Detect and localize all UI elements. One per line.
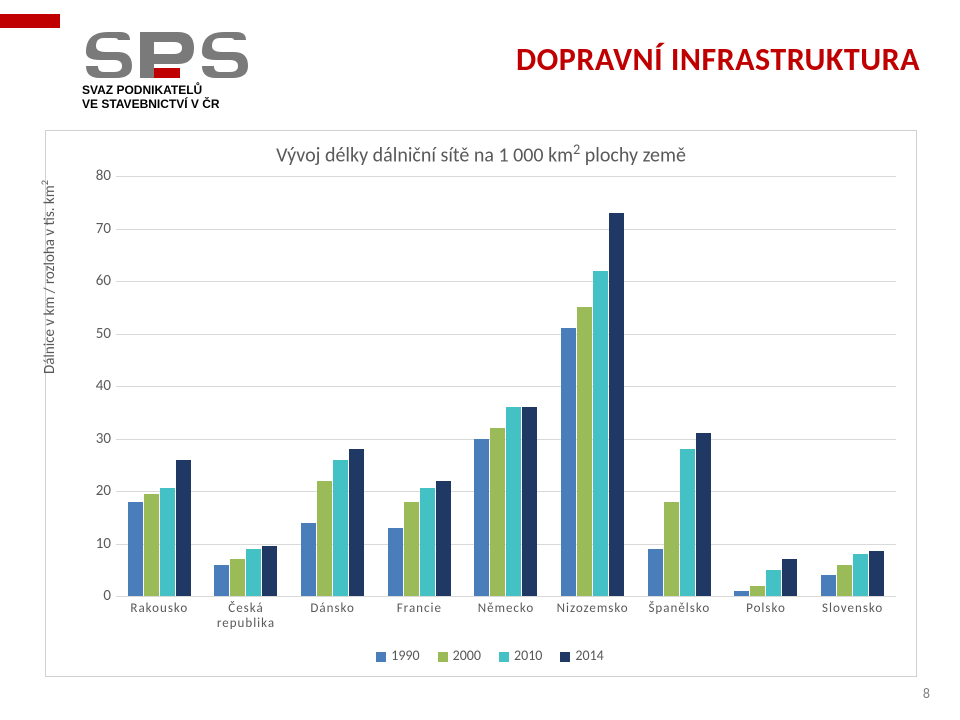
bar [388,528,403,596]
bar [420,488,435,596]
bar-group: Dánsko [289,449,376,596]
bar-group: Slovensko [809,551,896,596]
svg-text:VE STAVEBNICTVÍ V ČR: VE STAVEBNICTVÍ V ČR [82,96,220,111]
ytick-label: 50 [81,325,111,343]
bar [766,570,781,596]
bar [230,559,245,596]
legend-label: 2000 [453,647,481,664]
bar [301,523,316,597]
gridline [116,176,896,177]
gridline [116,386,896,387]
x-category-label: Nizozemsko [549,602,636,617]
bar [869,551,884,596]
ytick-label: 0 [81,587,111,605]
x-category-label: Německo [463,602,550,617]
x-category-label: Polsko [723,602,810,617]
x-category-label: Dánsko [289,602,376,617]
bar [160,488,175,596]
bar-group: Španělsko [636,433,723,596]
bar [750,586,765,597]
legend-swatch [499,652,509,662]
legend-label: 1990 [391,647,419,664]
logo: SVAZ PODNIKATELŮ VE STAVEBNICTVÍ V ČR [78,22,308,117]
bar [664,502,679,597]
bar-group: Nizozemsko [549,213,636,596]
chart-title: Vývoj délky dálniční sítě na 1 000 km2 p… [46,141,916,168]
legend-swatch [376,652,386,662]
bar [609,213,624,596]
bar [317,481,332,597]
bar [490,428,505,596]
bar [680,449,695,596]
legend-label: 2010 [514,647,542,664]
bar [734,591,749,596]
legend-label: 2014 [575,647,603,664]
accent-bar [0,14,60,28]
bar [404,502,419,597]
gridline [116,229,896,230]
gridline [116,334,896,335]
bar [333,460,348,597]
bar [128,502,143,597]
bar [648,549,663,596]
bar [821,575,836,596]
bar-group: Německo [463,407,550,596]
plot-area: 01020304050607080RakouskoČeskárepublikaD… [116,176,896,596]
bar-group: Českárepublika [203,546,290,596]
bar [506,407,521,596]
y-axis-label: Dálnice v km / rozloha v tis. km2 [38,179,59,373]
bar [214,565,229,597]
ytick-label: 20 [81,482,111,500]
bar [561,328,576,596]
x-category-label: Španělsko [636,602,723,617]
gridline [116,596,896,597]
x-category-label: Francie [376,602,463,617]
ytick-label: 10 [81,535,111,553]
gridline [116,281,896,282]
legend: 1990 2000 2010 2014 [46,647,916,664]
bar [144,494,159,596]
x-category-label: Rakousko [116,602,203,617]
bar [176,460,191,597]
legend-swatch [438,652,448,662]
bar-group: Francie [376,481,463,597]
bar [262,546,277,596]
ytick-label: 30 [81,430,111,448]
bar [853,554,868,596]
ytick-label: 60 [81,272,111,290]
ytick-label: 80 [81,167,111,185]
bar [246,549,261,596]
bar [577,307,592,596]
chart: Vývoj délky dálniční sítě na 1 000 km2 p… [45,130,917,677]
bar [522,407,537,596]
bar [349,449,364,596]
bar-group: Polsko [723,559,810,596]
page-number: 8 [923,685,930,702]
ytick-label: 40 [81,377,111,395]
slide-title: DOPRAVNÍ INFRASTRUKTURA [516,40,920,79]
ytick-label: 70 [81,220,111,238]
bar [837,565,852,597]
bar [593,271,608,597]
bar [696,433,711,596]
x-category-label: Českárepublika [203,602,290,632]
bar [436,481,451,597]
bar-group: Rakousko [116,460,203,597]
legend-swatch [560,652,570,662]
svg-text:SVAZ PODNIKATELŮ: SVAZ PODNIKATELŮ [82,81,202,97]
bar [474,439,489,597]
x-category-label: Slovensko [809,602,896,617]
bar [782,559,797,596]
